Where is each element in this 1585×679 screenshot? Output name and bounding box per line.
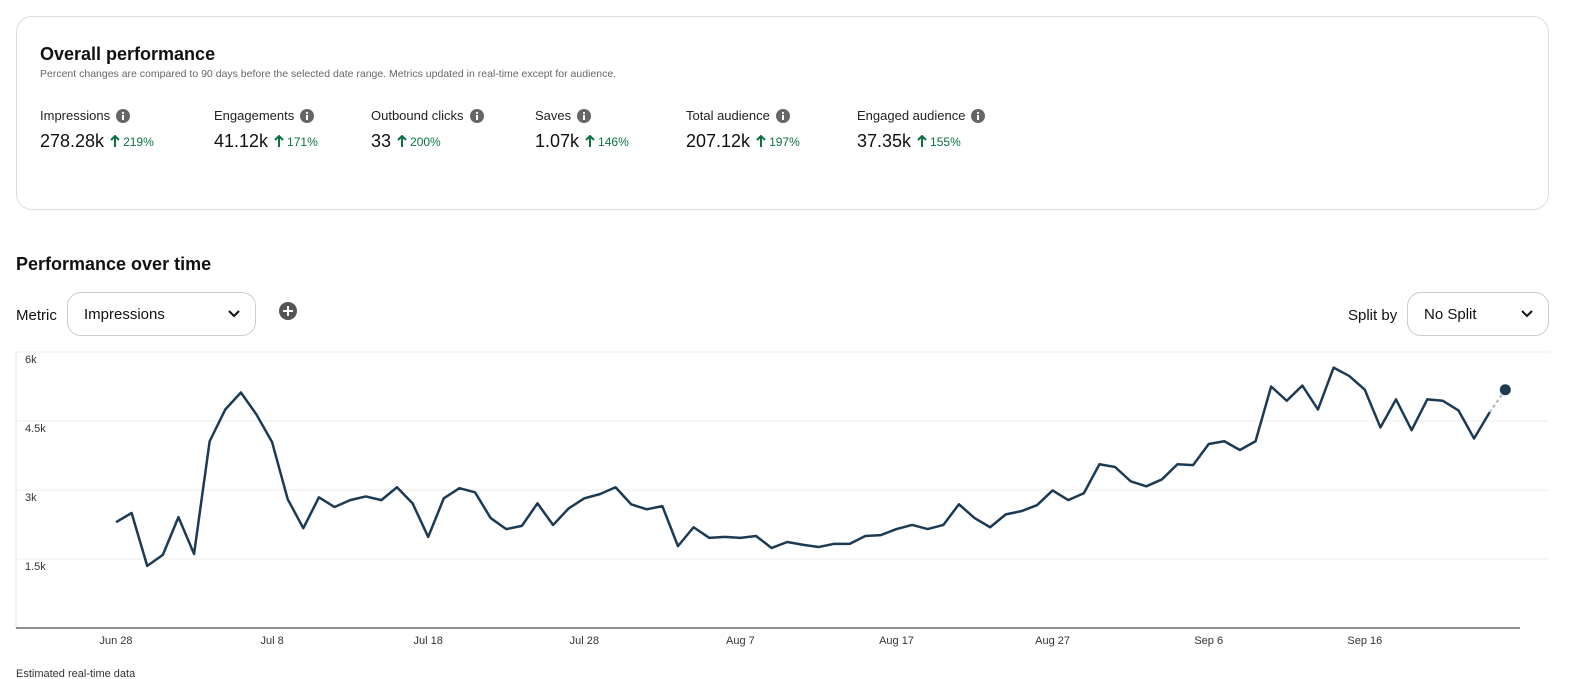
x-tick-label: Aug 27 [1035, 635, 1070, 647]
metric-label: Impressions [40, 108, 111, 123]
info-icon[interactable] [971, 108, 986, 123]
metric: Engaged audience 37.35k 155% [857, 108, 986, 152]
metric: Total audience 207.12k 197% [686, 108, 800, 152]
x-tick-label: Aug 7 [726, 635, 755, 647]
metric-change-value: 197% [769, 134, 800, 149]
overall-card [16, 16, 1549, 210]
x-tick-label: Jun 28 [99, 635, 132, 647]
metric-value: 41.12k [214, 131, 269, 151]
footnote: Estimated real-time data [16, 668, 136, 679]
metric-change-value: 219% [123, 134, 154, 149]
section-title: Performance over time [16, 254, 212, 274]
y-tick-label: 3k [25, 492, 37, 504]
metric-row: 41.12k 171% [214, 131, 318, 152]
x-tick-label: Sep 6 [1194, 635, 1223, 647]
metric-value: 37.35k [857, 131, 912, 151]
metric: Outbound clicks 33 200% [371, 108, 484, 152]
metric-row: 278.28k 219% [40, 131, 154, 152]
metric-change-value: 171% [287, 134, 318, 149]
metric-header: Saves [535, 108, 629, 123]
metric-header: Engaged audience [857, 108, 986, 123]
x-tick-label: Jul 18 [414, 635, 443, 647]
metric-header: Outbound clicks [371, 108, 484, 123]
metric-change-value: 155% [930, 134, 961, 149]
metric-change-value: 146% [598, 134, 629, 149]
metric-change: 219% [110, 135, 154, 149]
y-tick-label: 6k [25, 354, 37, 366]
metric-row: 207.12k 197% [686, 131, 800, 152]
metric-label: Engaged audience [857, 108, 966, 123]
metric-change: 155% [917, 135, 961, 149]
metric-change: 197% [756, 135, 800, 149]
metric-select[interactable]: Impressions [67, 292, 256, 336]
metric-value: 33 [371, 131, 392, 151]
y-tick-label: 4.5k [25, 423, 46, 435]
info-icon[interactable] [469, 108, 484, 123]
y-tick-label: 1.5k [25, 561, 46, 573]
up-arrow [585, 135, 595, 147]
metric-row: 37.35k 155% [857, 131, 985, 152]
metric-value: Impressions [84, 305, 165, 323]
split-select[interactable]: No Split [1407, 292, 1549, 336]
up-arrow [110, 135, 120, 147]
metric-change-value: 200% [410, 134, 441, 149]
up-arrow [917, 135, 927, 147]
x-tick-label: Sep 16 [1347, 635, 1382, 647]
add-metric-button[interactable] [278, 301, 298, 321]
metric-change: 171% [274, 135, 318, 149]
card-subtitle: Percent changes are compared to 90 days … [40, 68, 617, 80]
chevron [228, 310, 240, 318]
line [115, 366, 1491, 568]
estimated-point [1499, 384, 1511, 396]
metric-value: 207.12k [686, 131, 751, 151]
x-tick-label: Jul 28 [570, 635, 599, 647]
x-tick-label: Jul 8 [260, 635, 283, 647]
metric-value: 278.28k [40, 131, 105, 151]
card-title: Overall performance [40, 44, 216, 64]
metric-header: Total audience [686, 108, 800, 123]
metric-change: 146% [585, 135, 629, 149]
x-tick-label: Aug 17 [879, 635, 914, 647]
info-icon[interactable] [300, 108, 315, 123]
up-arrow [756, 135, 766, 147]
info-icon[interactable] [577, 108, 592, 123]
split-label: Split by [1348, 307, 1398, 324]
up-arrow [397, 135, 407, 147]
metric-label: Engagements [214, 108, 295, 123]
metric-label: Saves [535, 108, 572, 123]
metric-label: Total audience [686, 108, 770, 123]
chevron [1521, 310, 1533, 318]
split-value: No Split [1424, 305, 1477, 323]
metric-row: 33 200% [371, 131, 484, 152]
metric-value: 1.07k [535, 131, 580, 151]
metric-label: Metric [16, 307, 57, 324]
chart: 1.5k 3k 4.5k 6k Jun 28 Jul 8 Jul 18 Jul 28 Aug 7… [15, 351, 1549, 679]
estimated-segment [1488, 389, 1507, 413]
metric-label: Outbound clicks [371, 108, 464, 123]
metric: Saves 1.07k 146% [535, 108, 629, 152]
metric: Engagements 41.12k 171% [214, 108, 318, 152]
metric-header: Impressions [40, 108, 154, 123]
metric-change: 200% [397, 135, 441, 149]
info-icon[interactable] [775, 108, 790, 123]
info-icon[interactable] [116, 108, 131, 123]
up-arrow [274, 135, 284, 147]
metric-header: Engagements [214, 108, 318, 123]
metric-row: 1.07k 146% [535, 131, 629, 152]
metric: Impressions 278.28k 219% [40, 108, 154, 152]
